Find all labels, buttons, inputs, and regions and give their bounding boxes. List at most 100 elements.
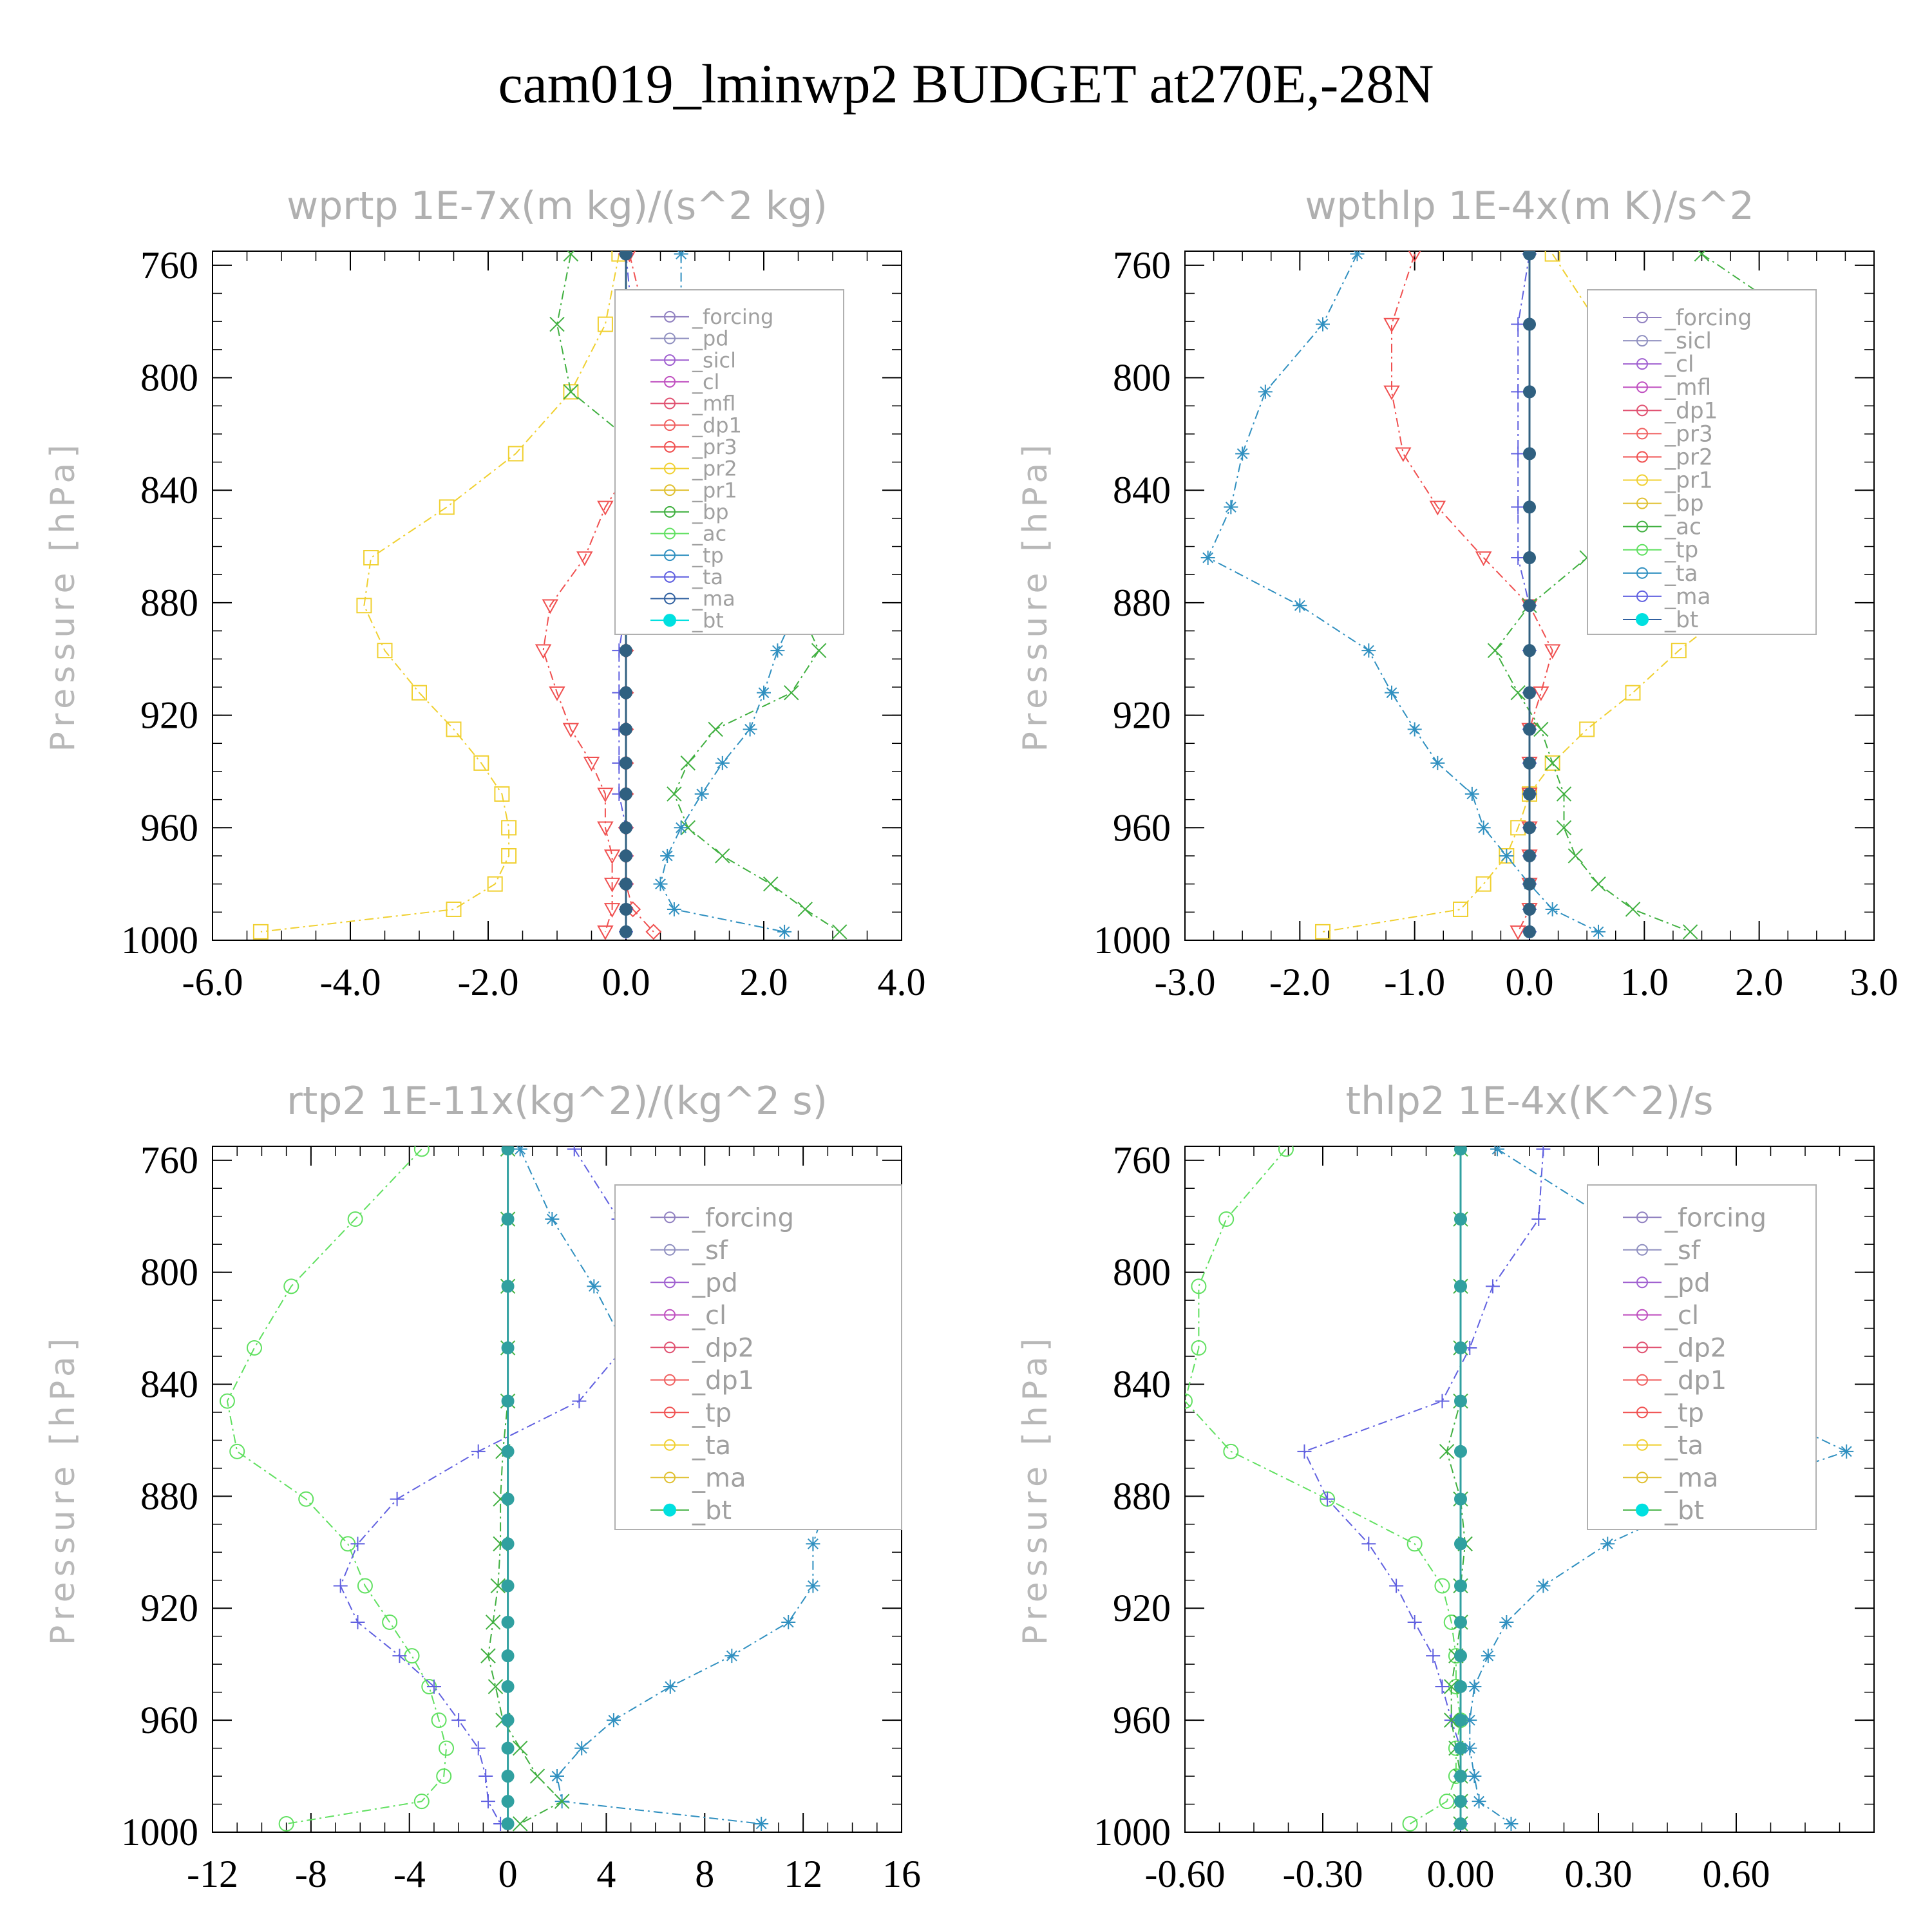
data-point-bp (797, 902, 813, 917)
y-tick-label: 760 (140, 244, 198, 287)
data-point-tp (513, 1146, 527, 1157)
data-point-pr1 (1671, 643, 1687, 659)
data-point-tp (1467, 1769, 1482, 1784)
legend-label: _cl (1664, 1301, 1699, 1331)
data-point-bt (1454, 1770, 1467, 1783)
legend-marker (1636, 1244, 1648, 1256)
data-point-bt (501, 1280, 515, 1293)
data-point-pr1 (501, 820, 517, 836)
legend-label: _bp (692, 500, 729, 524)
y-axis-label: Pressure [hPa] (44, 1333, 82, 1645)
data-point-pr3 (597, 925, 614, 940)
data-point-bp (563, 384, 579, 400)
legend-marker (1636, 1406, 1648, 1419)
data-point-bt (620, 787, 632, 800)
chart-panel-1: wprtp 1E-7x(m kg)/(s^2 kg) Pressure [hPa]… (44, 184, 926, 1003)
data-point-bt (1523, 925, 1536, 938)
data-point-bp (715, 848, 730, 864)
data-point-tp (1258, 384, 1273, 399)
legend-marker (664, 506, 676, 518)
data-point-bt (1454, 1714, 1467, 1727)
legend-label: _dp1 (692, 1366, 754, 1396)
legend-label: _ta (1664, 1431, 1703, 1461)
legend-marker (664, 310, 676, 323)
data-point-bt (501, 1795, 515, 1808)
data-point-bp (831, 924, 848, 940)
y-tick-label: 960 (1113, 806, 1171, 849)
data-point-tp (674, 251, 688, 261)
data-point-bt (620, 644, 632, 658)
x-tick-label: 4 (596, 1853, 616, 1895)
legend-marker (1636, 1472, 1648, 1484)
legend-marker (664, 440, 676, 453)
data-point-dp2 (485, 1615, 501, 1630)
legend-marker (664, 592, 676, 605)
y-tick-label: 960 (1113, 1699, 1171, 1741)
y-tick-label: 800 (140, 357, 198, 399)
data-point-ta (350, 1615, 365, 1629)
legend-marker (664, 1439, 676, 1451)
series-line-tp (1207, 253, 1599, 933)
data-point-tp (1467, 1679, 1482, 1694)
x-tick-label: -6.0 (182, 961, 243, 1003)
data-point-pr1 (494, 786, 510, 802)
legend-label: _tp (692, 1398, 732, 1428)
data-point-tp (1591, 924, 1605, 939)
legend-marker (664, 419, 676, 431)
data-point-dp2 (529, 1768, 545, 1784)
data-point-pr3 (1510, 925, 1526, 940)
legend-label: _mfl (692, 392, 735, 416)
legend-marker (1636, 567, 1648, 579)
data-point-ta (390, 1492, 404, 1506)
data-point-pr3 (1408, 251, 1421, 263)
legend: _forcing_sicl_cl_mfl_dp1_pr3_pr2_pr1_bp_… (1587, 289, 1817, 635)
data-point-ta (1297, 1444, 1312, 1459)
data-point-pr3 (542, 599, 558, 614)
y-tick-label: 800 (1113, 1251, 1171, 1294)
data-point-tp (674, 820, 688, 835)
x-tick-label: -12 (187, 1853, 238, 1895)
data-point-ta (1361, 1537, 1376, 1551)
data-point-bt (1454, 1649, 1467, 1663)
data-point-bt (1523, 644, 1536, 658)
legend-label: _forcing (1664, 1203, 1766, 1233)
data-point-pr3 (535, 644, 552, 659)
data-point-tp (1545, 902, 1560, 916)
legend-label: _forcing (1664, 305, 1752, 331)
y-tick-label: 1000 (121, 1811, 198, 1853)
data-point-tp (550, 1769, 564, 1784)
data-point-bt (1454, 1795, 1467, 1808)
data-point-tp (574, 1741, 589, 1756)
data-point-tp (663, 1679, 677, 1694)
legend-marker (1636, 312, 1648, 324)
data-point-dp1 (283, 1278, 299, 1294)
legend-marker (1636, 612, 1649, 626)
data-point-bp (811, 643, 827, 658)
data-point-dp1 (1191, 1278, 1207, 1294)
legend-marker (664, 354, 676, 366)
legend: _forcing_pd_sicl_cl_mfl_dp1_pr3_pr2_pr1_… (614, 289, 844, 635)
x-tick-label: -0.60 (1145, 1853, 1226, 1895)
data-point-tp (1464, 786, 1479, 801)
data-point-tp (653, 876, 668, 891)
legend-label: _ma (692, 1463, 746, 1493)
data-point-bt (1454, 1341, 1467, 1354)
data-point-ta (1320, 1492, 1335, 1506)
legend-marker (664, 1406, 676, 1419)
data-point-ta (1389, 1578, 1404, 1593)
legend-marker (1636, 1341, 1648, 1354)
legend-marker (1636, 335, 1648, 347)
panel-title: rtp2 1E-11x(kg^2)/(kg^2 s) (287, 1079, 828, 1124)
data-point-tp (806, 1537, 820, 1551)
data-point-bp (1625, 902, 1641, 917)
data-point-bt (501, 1537, 515, 1551)
data-point-tp (1316, 317, 1330, 332)
data-point-bt (1523, 251, 1536, 261)
data-point-ta (1531, 1212, 1546, 1227)
legend-label: _bt (1664, 607, 1698, 633)
legend-label: _pr1 (1664, 468, 1713, 494)
data-point-ta (471, 1741, 486, 1756)
data-point-pr3 (1383, 385, 1400, 401)
legend-marker (664, 1276, 676, 1289)
series-line-dp2 (487, 1149, 564, 1824)
